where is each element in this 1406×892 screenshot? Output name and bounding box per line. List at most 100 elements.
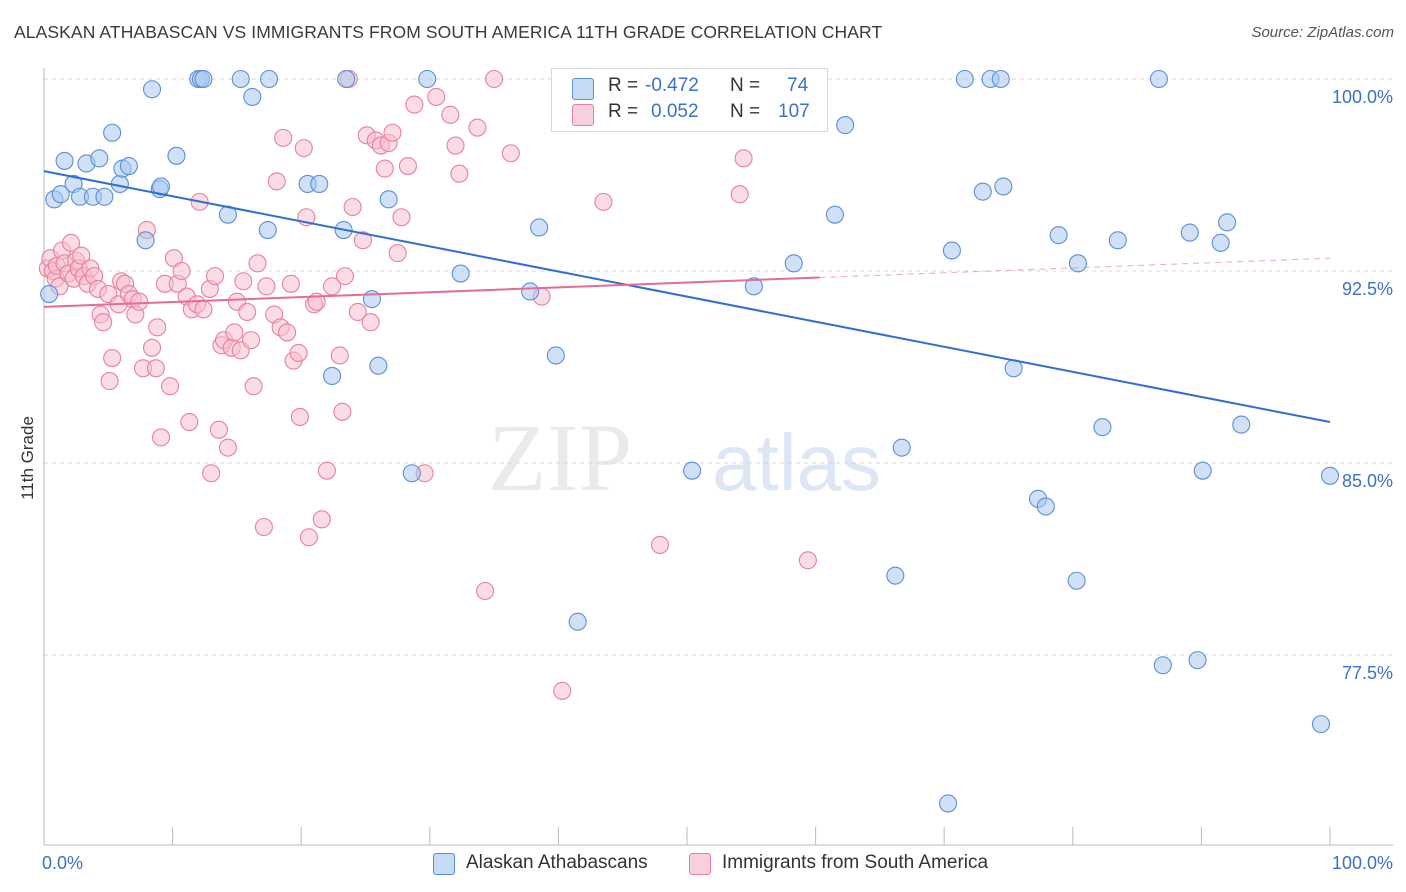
legend-swatch-pink bbox=[572, 104, 594, 126]
athabascans-point bbox=[1232, 415, 1251, 434]
immigrants-point bbox=[650, 535, 670, 554]
immigrants-point bbox=[218, 438, 237, 457]
athabascans-point bbox=[418, 69, 437, 89]
athabascans-point bbox=[95, 187, 114, 206]
athabascans-point bbox=[259, 69, 279, 89]
athabascans-point bbox=[886, 566, 905, 585]
athabascans-point bbox=[40, 284, 59, 304]
athabascans-point bbox=[119, 156, 138, 176]
immigrants-trend-line bbox=[43, 276, 820, 308]
athabascans-point bbox=[167, 146, 186, 165]
immigrants-point bbox=[353, 231, 372, 250]
immigrants-point bbox=[180, 412, 199, 432]
immigrants-point bbox=[241, 331, 261, 350]
immigrants-point bbox=[209, 420, 228, 439]
axis-labels: 100.0% 92.5% 85.0% 77.5% 0.0% 100.0% 11th Grad… bbox=[18, 87, 1393, 873]
athabascans-point bbox=[194, 69, 213, 89]
immigrants-point bbox=[257, 277, 276, 296]
athabascans-point bbox=[892, 438, 911, 457]
legend-r-label: R = bbox=[608, 75, 639, 96]
immigrants-point bbox=[194, 300, 213, 319]
immigrants-point bbox=[172, 261, 191, 281]
immigrants-point bbox=[383, 123, 402, 142]
athabascans-point bbox=[991, 69, 1010, 89]
athabascans-point bbox=[369, 356, 388, 375]
immigrants-point bbox=[375, 159, 394, 178]
athabascans-point bbox=[1049, 226, 1068, 245]
immigrants-point bbox=[103, 348, 122, 368]
immigrants-point bbox=[485, 69, 504, 89]
athabascans-point bbox=[1067, 571, 1086, 590]
athabascans-point bbox=[955, 69, 974, 89]
immigrants-point bbox=[278, 323, 297, 342]
immigrants-point bbox=[317, 461, 336, 480]
athabascans-point bbox=[744, 277, 763, 296]
athabascans-point bbox=[530, 218, 549, 237]
athabascans-point bbox=[1149, 69, 1169, 89]
immigrants-point bbox=[553, 681, 572, 700]
y-tick-label: 85.0% bbox=[1342, 471, 1393, 491]
athabascans-point bbox=[1218, 213, 1237, 232]
immigrants-point bbox=[392, 208, 411, 227]
immigrants-point bbox=[130, 292, 149, 311]
athabascans-point bbox=[1108, 231, 1127, 250]
athabascans-point bbox=[1180, 223, 1199, 242]
athabascans-point bbox=[939, 794, 958, 813]
immigrants-point bbox=[148, 318, 167, 337]
immigrants-point bbox=[254, 517, 273, 537]
legend-r-value: 0.052 bbox=[651, 101, 699, 122]
immigrants-point bbox=[441, 105, 460, 124]
watermark-atlas: atlas bbox=[712, 418, 881, 507]
athabascans-point bbox=[683, 461, 702, 480]
immigrants-point bbox=[734, 149, 753, 168]
athabascans-point bbox=[90, 149, 109, 168]
immigrants-point bbox=[323, 277, 342, 296]
athabascans-point bbox=[243, 87, 262, 106]
immigrants-trend-extension bbox=[819, 257, 1331, 279]
immigrants-point bbox=[405, 95, 424, 114]
athabascans-point bbox=[836, 116, 855, 135]
series-athabascans-points bbox=[40, 69, 1340, 813]
immigrants-point bbox=[501, 144, 520, 163]
athabascans-point bbox=[136, 231, 155, 250]
athabascans-point bbox=[825, 205, 844, 224]
immigrants-point bbox=[798, 551, 817, 570]
immigrants-point bbox=[146, 359, 165, 378]
x-tick-label: 0.0% bbox=[42, 853, 83, 873]
athabascans-point bbox=[231, 69, 250, 89]
immigrants-point bbox=[398, 156, 417, 176]
athabascans-point bbox=[784, 254, 803, 273]
immigrants-point bbox=[281, 274, 300, 293]
immigrants-point bbox=[333, 402, 352, 421]
bottom-legend-swatch-pink bbox=[689, 853, 711, 875]
immigrants-point bbox=[142, 338, 162, 357]
legend-n-label: N = bbox=[730, 101, 761, 122]
series-immigrants-points bbox=[38, 69, 817, 700]
athabascans-point bbox=[310, 174, 329, 194]
immigrants-point bbox=[202, 464, 221, 483]
legend-swatch-blue bbox=[572, 78, 594, 100]
athabascans-point bbox=[51, 185, 70, 204]
athabascans-point bbox=[362, 290, 381, 309]
athabascans-point bbox=[142, 80, 162, 99]
immigrants-point bbox=[299, 528, 318, 547]
bottom-legend-swatch-blue bbox=[433, 853, 455, 875]
athabascans-point bbox=[1153, 656, 1172, 675]
immigrants-point bbox=[290, 407, 309, 426]
immigrants-point bbox=[330, 346, 349, 365]
athabascans-point bbox=[1211, 233, 1230, 252]
athabascans-point bbox=[402, 464, 421, 483]
immigrants-point bbox=[348, 302, 367, 322]
trend-lines bbox=[43, 170, 1331, 424]
immigrants-point bbox=[274, 128, 293, 147]
athabascans-point bbox=[151, 177, 171, 196]
immigrants-point bbox=[361, 313, 380, 332]
immigrants-point bbox=[72, 246, 91, 265]
athabascans-point bbox=[1068, 254, 1087, 273]
immigrants-point bbox=[248, 254, 267, 273]
legend-r-label: R = bbox=[608, 101, 639, 122]
immigrants-point bbox=[238, 302, 257, 322]
immigrants-point bbox=[225, 323, 244, 342]
correlation-legend: R = -0.472 N = 74 R = 0.052 N = 107 bbox=[551, 68, 828, 132]
